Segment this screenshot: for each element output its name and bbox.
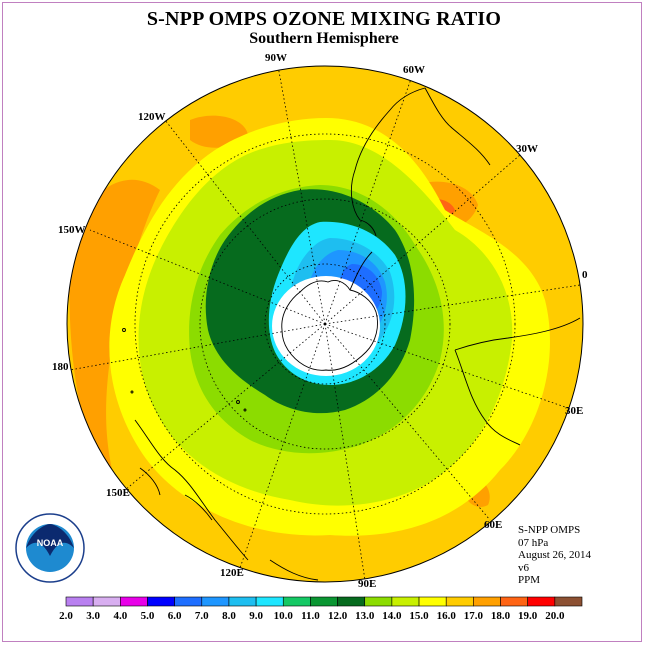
- colorbar-swatch: [418, 596, 447, 607]
- colorbar-swatch: [255, 596, 284, 607]
- colorbar-swatch: [554, 596, 583, 607]
- info-units: PPM: [518, 574, 541, 586]
- lon-label-30w: 30W: [516, 143, 538, 155]
- colorbar-tick-label: 13.0: [355, 610, 375, 622]
- colorbar-tick-label: 4.0: [113, 610, 127, 622]
- colorbar-swatch: [473, 596, 501, 607]
- info-level: 07 hPa: [518, 536, 549, 549]
- figure-frame: [2, 2, 642, 642]
- colorbar-tick-label: 7.0: [195, 610, 209, 622]
- map-subtitle: Southern Hemisphere: [249, 30, 399, 47]
- lon-label-120e: 120E: [220, 567, 244, 579]
- colorbar-tick-label: 12.0: [328, 610, 348, 622]
- colorbar-tick-label: 3.0: [86, 610, 100, 622]
- colorbar-tick-label: 15.0: [409, 610, 429, 622]
- lon-label-90w: 90W: [265, 52, 287, 64]
- lon-label-60w: 60W: [403, 64, 425, 76]
- colorbar-tick-label: 9.0: [249, 610, 263, 622]
- noaa-logo: NOAA: [15, 513, 85, 583]
- colorbar-tick-label: 19.0: [518, 610, 538, 622]
- lon-label-0: 0: [582, 269, 588, 281]
- colorbar-swatch: [201, 596, 230, 607]
- info-date: August 26, 2014: [518, 549, 592, 561]
- lon-label-90e: 90E: [358, 578, 376, 590]
- colorbar-swatch: [174, 596, 203, 607]
- info-version: v6: [518, 561, 529, 574]
- colorbar-swatch: [310, 596, 338, 607]
- graticule: [69, 66, 581, 581]
- info-instrument: S-NPP OMPS: [518, 524, 581, 536]
- map-boundary: [66, 65, 584, 583]
- colorbar-tick-label: 2.0: [59, 610, 73, 622]
- lon-label-60e: 60E: [484, 519, 502, 531]
- colorbar-swatch: [391, 596, 420, 607]
- ozone-field: [67, 66, 583, 582]
- noaa-bird-icon: [26, 524, 74, 556]
- colorbar-tick-label: 20.0: [545, 610, 565, 622]
- lon-label-150w: 150W: [58, 224, 86, 236]
- noaa-logo-text: NOAA: [37, 538, 64, 548]
- colorbar-swatch: [92, 596, 121, 607]
- colorbar-swatch: [282, 596, 311, 607]
- colorbar-tick-label: 17.0: [464, 610, 484, 622]
- colorbar-tick-label: 11.0: [301, 610, 320, 622]
- map-title: S-NPP OMPS OZONE MIXING RATIO: [146, 8, 502, 30]
- colorbar-tick-label: 6.0: [168, 610, 182, 622]
- lon-label-180: 180: [52, 361, 69, 373]
- colorbar-swatch: [65, 596, 94, 607]
- lon-label-120w: 120W: [138, 111, 166, 123]
- colorbar-swatch: [120, 596, 148, 607]
- colorbar-tick-label: 16.0: [437, 610, 457, 622]
- colorbar-swatch: [445, 596, 474, 607]
- lon-label-150e: 150E: [106, 487, 130, 499]
- colorbar-swatch: [337, 596, 366, 607]
- colorbar: 2.0 3.0 4.0 5.0 6.0 7.0 8.0 9.0 10.0 11.0 12.0 13.0…: [59, 596, 583, 622]
- colorbar-tick-label: 14.0: [382, 610, 402, 622]
- colorbar-tick-label: 5.0: [141, 610, 155, 622]
- longitude-labels: 90W 60W 30W 0 30E 60E 90E 120E 150E 180 …: [52, 52, 588, 590]
- info-block: S-NPP OMPS 07 hPa August 26, 2014 v6 PPM: [518, 524, 591, 587]
- lon-label-30e: 30E: [565, 405, 583, 417]
- colorbar-tick-label: 18.0: [491, 610, 511, 622]
- colorbar-swatch: [527, 596, 556, 607]
- coastlines: [122, 87, 581, 581]
- colorbar-tick-label: 10.0: [274, 610, 294, 622]
- polar-night-area: [272, 276, 380, 376]
- colorbar-swatch: [364, 596, 393, 607]
- colorbar-swatch: [500, 596, 528, 607]
- colorbar-tick-label: 8.0: [222, 610, 236, 622]
- colorbar-swatch: [228, 596, 257, 607]
- colorbar-swatch: [147, 596, 175, 607]
